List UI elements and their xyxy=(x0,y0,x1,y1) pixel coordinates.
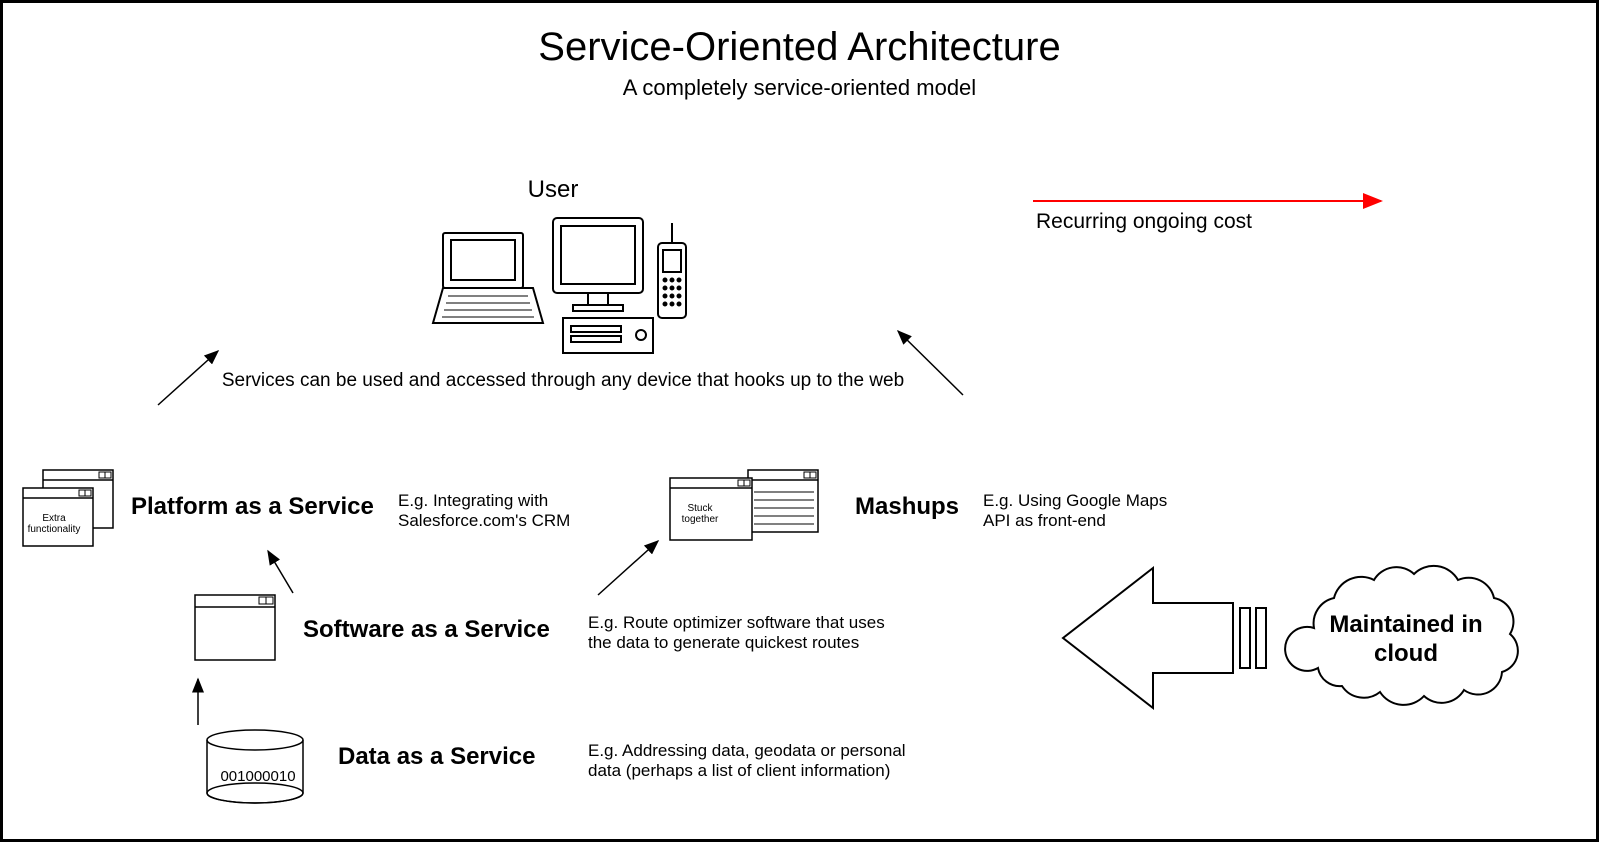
mashups-icon-text: Stuck together xyxy=(675,503,725,525)
mashups-title: Mashups xyxy=(855,493,959,521)
saas-title: Software as a Service xyxy=(303,616,550,644)
diagram-canvas: Service-Oriented Architecture A complete… xyxy=(0,0,1599,842)
paas-example: E.g. Integrating with Salesforce.com's C… xyxy=(398,491,658,532)
daas-title: Data as a Service xyxy=(338,743,535,771)
arrow-left-to-user-icon xyxy=(153,343,233,413)
paas-windows-icon xyxy=(21,468,121,553)
arrow-saas-to-mashups-icon xyxy=(593,533,673,603)
saas-window-icon xyxy=(193,593,283,668)
diagram-subtitle: A completely service-oriented model xyxy=(3,75,1596,101)
arrow-saas-to-paas-icon xyxy=(253,543,313,603)
user-caption: Services can be used and accessed throug… xyxy=(203,370,923,392)
daas-icon-text: 001000010 xyxy=(213,768,303,785)
mashups-example: E.g. Using Google Maps API as front-end xyxy=(983,491,1183,532)
cloud-big-arrow-icon xyxy=(1058,558,1288,718)
cloud-text: Maintained in cloud xyxy=(1306,611,1506,669)
diagram-title: Service-Oriented Architecture xyxy=(3,25,1596,70)
daas-example: E.g. Addressing data, geodata or persona… xyxy=(588,741,908,782)
paas-icon-text: Extra functionality xyxy=(25,513,83,535)
arrow-right-to-user-icon xyxy=(883,323,973,403)
arrow-daas-to-saas-icon xyxy=(178,673,218,733)
user-label: User xyxy=(453,176,653,204)
paas-title: Platform as a Service xyxy=(131,493,374,521)
devices-icon xyxy=(433,208,693,368)
saas-example: E.g. Route optimizer software that uses … xyxy=(588,613,908,654)
cost-arrow-icon xyxy=(1033,191,1393,211)
cost-label: Recurring ongoing cost xyxy=(1036,210,1252,234)
